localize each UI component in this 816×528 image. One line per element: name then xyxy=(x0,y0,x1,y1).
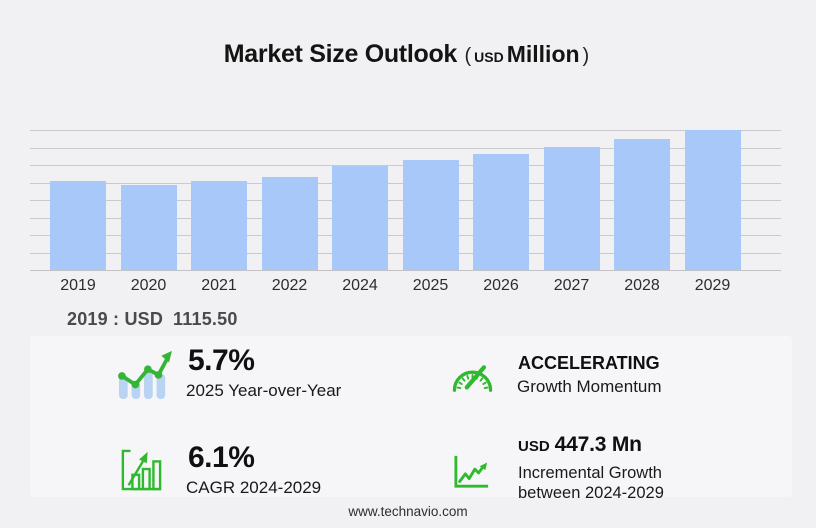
bar-2027 xyxy=(543,146,600,270)
x-axis-label-2021: 2021 xyxy=(201,277,237,294)
x-axis-label-2028: 2028 xyxy=(624,277,660,294)
line-growth-icon xyxy=(452,454,492,490)
baseline-note-value: 1115.50 xyxy=(173,309,238,329)
incremental-value-amount: 447.3 Mn xyxy=(554,433,642,456)
gridline xyxy=(30,147,781,149)
bar-trend-icon xyxy=(116,349,174,399)
x-axis-label-2020: 2020 xyxy=(130,277,167,294)
momentum-value: ACCELERATING xyxy=(518,353,660,373)
bar-2028 xyxy=(614,138,670,270)
gauge-icon xyxy=(449,356,496,394)
baseline-value-note: 2019 : USD 1115.50 xyxy=(67,309,238,330)
stats-panel xyxy=(30,336,792,497)
x-axis-label-2026: 2026 xyxy=(483,277,519,294)
title-main: Market Size Outlook xyxy=(223,40,458,68)
x-axis-label-2019: 2019 xyxy=(60,277,96,294)
bar-2024 xyxy=(332,165,388,270)
cagr-label: CAGR 2024-2029 xyxy=(186,478,322,497)
bar-2026 xyxy=(473,153,529,270)
incremental-label-line2: between 2024-2029 xyxy=(518,484,664,502)
bar-2029 xyxy=(684,130,741,270)
bar-2022 xyxy=(261,176,318,270)
x-axis-label-2025: 2025 xyxy=(412,277,449,294)
x-axis-label-2024: 2024 xyxy=(342,277,378,294)
bar-2025 xyxy=(402,159,459,270)
page-title: Market Size Outlook (USD Million) xyxy=(0,40,816,69)
bar-2019 xyxy=(50,181,106,270)
yoy-label: 2025 Year-over-Year xyxy=(186,381,342,400)
growth-bars-icon xyxy=(120,448,162,492)
x-axis-label-2027: 2027 xyxy=(553,277,590,294)
momentum-label: Growth Momentum xyxy=(517,377,662,396)
incremental-label-line1: Incremental Growth xyxy=(518,464,662,482)
bar-2021 xyxy=(191,180,247,270)
bar-2020 xyxy=(120,185,177,270)
x-axis-line xyxy=(30,270,781,271)
gridline xyxy=(30,130,781,131)
baseline-note-prefix: 2019 : USD xyxy=(67,309,164,329)
title-paren-open: ( xyxy=(464,45,472,67)
cagr-value: 6.1% xyxy=(188,441,255,474)
bar-chart-plot-area xyxy=(30,130,781,271)
x-axis-label-2029: 2029 xyxy=(694,277,731,294)
incremental-value-currency: USD xyxy=(518,438,550,455)
title-unit-currency: USD xyxy=(474,49,504,65)
website-url: www.technavio.com xyxy=(348,504,468,519)
x-axis-label-2022: 2022 xyxy=(271,277,308,294)
yoy-value: 5.7% xyxy=(188,344,255,377)
title-unit-scale: Million xyxy=(506,41,580,67)
incremental-value: USD 447.3 Mn xyxy=(518,433,642,457)
title-paren-close: ) xyxy=(582,45,590,67)
x-axis-labels: 2019 2020 2021 2022 2024 2025 2026 2027 2028 2029 xyxy=(30,277,781,297)
